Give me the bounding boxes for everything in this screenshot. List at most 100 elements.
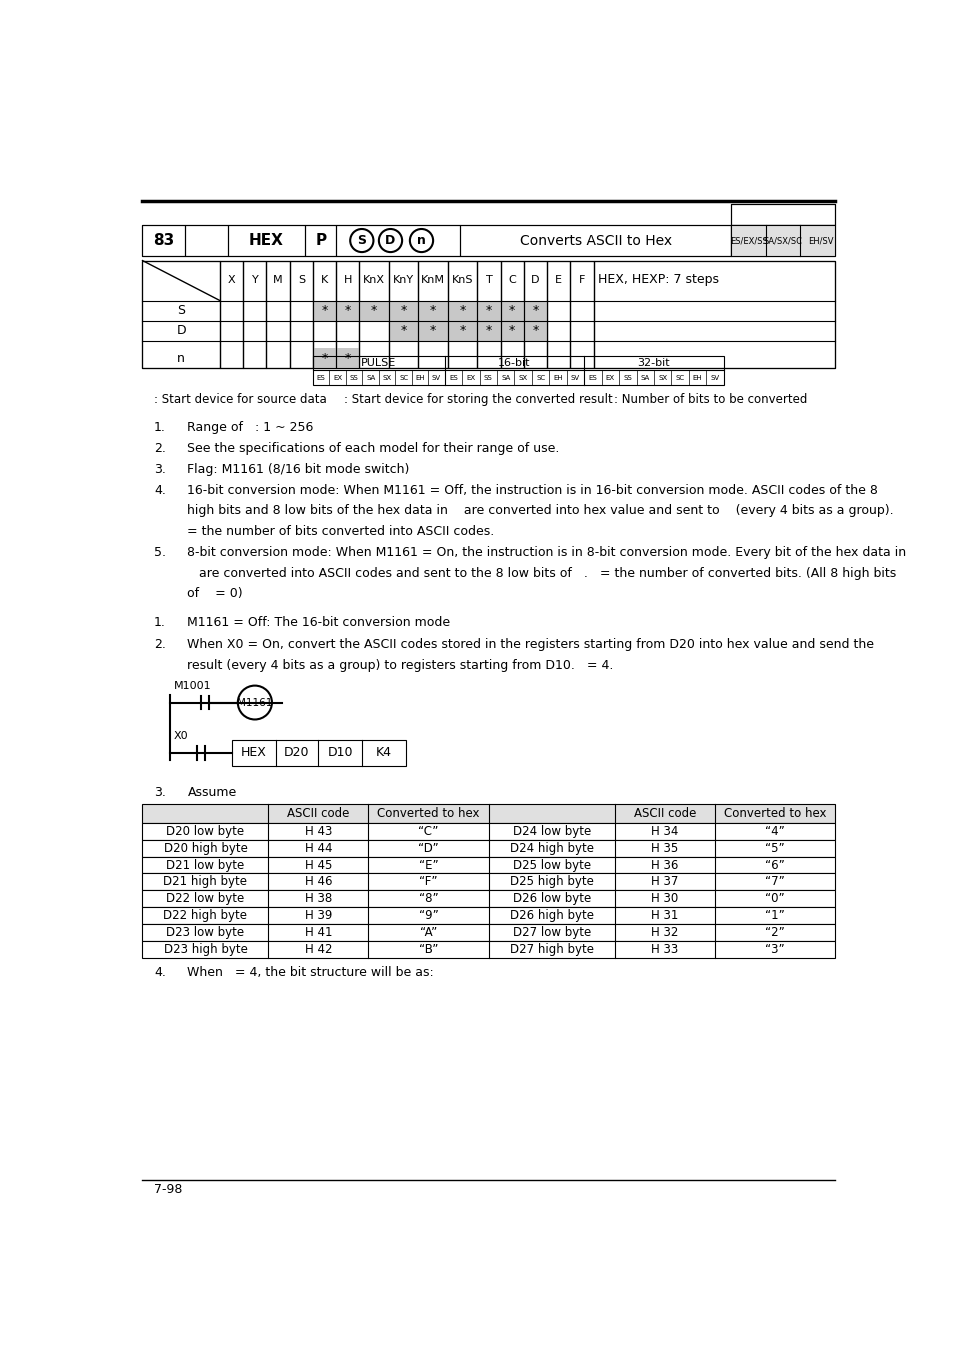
Text: SS: SS xyxy=(623,374,632,381)
Bar xyxy=(447,261,476,369)
Text: *: * xyxy=(400,304,406,317)
Bar xyxy=(313,261,335,369)
Text: EH: EH xyxy=(553,374,562,381)
Bar xyxy=(418,301,447,320)
Text: *: * xyxy=(459,304,465,317)
Text: *: * xyxy=(430,324,436,338)
Text: D24 high byte: D24 high byte xyxy=(509,841,594,855)
Text: “5”: “5” xyxy=(764,841,784,855)
Text: SX: SX xyxy=(518,374,527,381)
Bar xyxy=(593,261,835,369)
Text: SC: SC xyxy=(536,374,545,381)
Text: D: D xyxy=(176,324,186,338)
Bar xyxy=(459,225,731,256)
Text: C: C xyxy=(508,275,516,285)
Bar xyxy=(523,301,546,320)
Bar xyxy=(232,740,406,765)
Text: HEX, HEXP: 7 steps: HEX, HEXP: 7 steps xyxy=(598,273,719,286)
Text: 32-bit: 32-bit xyxy=(637,358,670,369)
Text: D: D xyxy=(531,275,539,285)
Bar xyxy=(418,320,447,340)
Text: of    = 0): of = 0) xyxy=(187,587,243,601)
Text: ES: ES xyxy=(449,374,457,381)
Text: D20 low byte: D20 low byte xyxy=(166,825,244,837)
Text: H 30: H 30 xyxy=(651,892,678,906)
Bar xyxy=(142,261,220,369)
Text: EH: EH xyxy=(692,374,701,381)
Text: “E”: “E” xyxy=(418,859,438,872)
Text: When   = 4, the bit structure will be as:: When = 4, the bit structure will be as: xyxy=(187,965,434,979)
Text: S: S xyxy=(357,234,366,247)
Text: “F”: “F” xyxy=(419,875,437,888)
Bar xyxy=(570,261,593,369)
Text: H 31: H 31 xyxy=(650,910,678,922)
Text: H 46: H 46 xyxy=(304,875,332,888)
Text: 16-bit conversion mode: When M1161 = Off, the instruction is in 16-bit conversio: 16-bit conversion mode: When M1161 = Off… xyxy=(187,483,878,497)
Text: : Number of bits to be converted: : Number of bits to be converted xyxy=(613,393,806,405)
Text: K4: K4 xyxy=(375,747,391,759)
Text: H 43: H 43 xyxy=(304,825,332,837)
Text: D21 low byte: D21 low byte xyxy=(166,859,244,872)
Text: SX: SX xyxy=(382,374,392,381)
Bar xyxy=(731,225,835,256)
Bar xyxy=(731,204,835,225)
Text: HEX: HEX xyxy=(249,234,284,248)
Bar xyxy=(142,840,835,856)
Text: Flag: M1161 (8/16 bit mode switch): Flag: M1161 (8/16 bit mode switch) xyxy=(187,463,410,475)
Bar xyxy=(476,301,500,320)
Bar xyxy=(447,320,476,340)
Text: KnY: KnY xyxy=(393,275,414,285)
Text: 83: 83 xyxy=(152,234,173,248)
Text: *: * xyxy=(532,324,538,338)
Text: EH/SV: EH/SV xyxy=(807,236,833,246)
Bar xyxy=(220,261,243,369)
Text: “1”: “1” xyxy=(764,910,784,922)
Text: = the number of bits converted into ASCII codes.: = the number of bits converted into ASCI… xyxy=(187,525,495,539)
Text: 2.: 2. xyxy=(154,441,166,455)
Text: M: M xyxy=(273,275,283,285)
Text: *: * xyxy=(344,352,351,365)
Text: : Start device for source data: : Start device for source data xyxy=(154,393,327,405)
Bar xyxy=(359,301,389,320)
Text: D21 high byte: D21 high byte xyxy=(163,875,247,888)
Bar xyxy=(313,348,335,369)
Bar xyxy=(335,261,359,369)
Text: H 35: H 35 xyxy=(651,841,678,855)
Text: SC: SC xyxy=(398,374,408,381)
Text: ASCII code: ASCII code xyxy=(633,807,696,819)
Text: 7-98: 7-98 xyxy=(154,1183,182,1196)
Text: X0: X0 xyxy=(173,730,188,741)
Bar xyxy=(335,348,359,369)
Text: *: * xyxy=(321,304,328,317)
Text: H: H xyxy=(343,275,352,285)
Text: *: * xyxy=(344,304,351,317)
Text: EX: EX xyxy=(333,374,342,381)
Bar xyxy=(335,301,359,320)
Bar xyxy=(335,261,359,369)
Bar xyxy=(313,301,335,320)
Bar xyxy=(142,873,835,891)
Text: “4”: “4” xyxy=(764,825,784,837)
Text: high bits and 8 low bits of the hex data in    are converted into hex value and : high bits and 8 low bits of the hex data… xyxy=(187,505,893,517)
Bar xyxy=(523,261,546,369)
Text: D27 low byte: D27 low byte xyxy=(513,926,591,940)
Text: SC: SC xyxy=(675,374,684,381)
Text: ASCII code: ASCII code xyxy=(287,807,349,819)
Text: *: * xyxy=(485,304,492,317)
Text: H 42: H 42 xyxy=(304,944,332,956)
Text: *: * xyxy=(509,304,515,317)
Bar xyxy=(290,261,313,369)
Bar xyxy=(220,261,243,369)
Text: K: K xyxy=(320,275,328,285)
Bar xyxy=(142,891,835,907)
Bar xyxy=(243,261,266,369)
Text: *: * xyxy=(459,324,465,338)
Text: “D”: “D” xyxy=(417,841,438,855)
Text: KnM: KnM xyxy=(420,275,445,285)
Text: *: * xyxy=(321,352,328,365)
Text: SV: SV xyxy=(570,374,579,381)
Bar xyxy=(546,261,570,369)
Bar xyxy=(266,261,290,369)
Bar xyxy=(142,856,835,873)
Text: “6”: “6” xyxy=(764,859,784,872)
